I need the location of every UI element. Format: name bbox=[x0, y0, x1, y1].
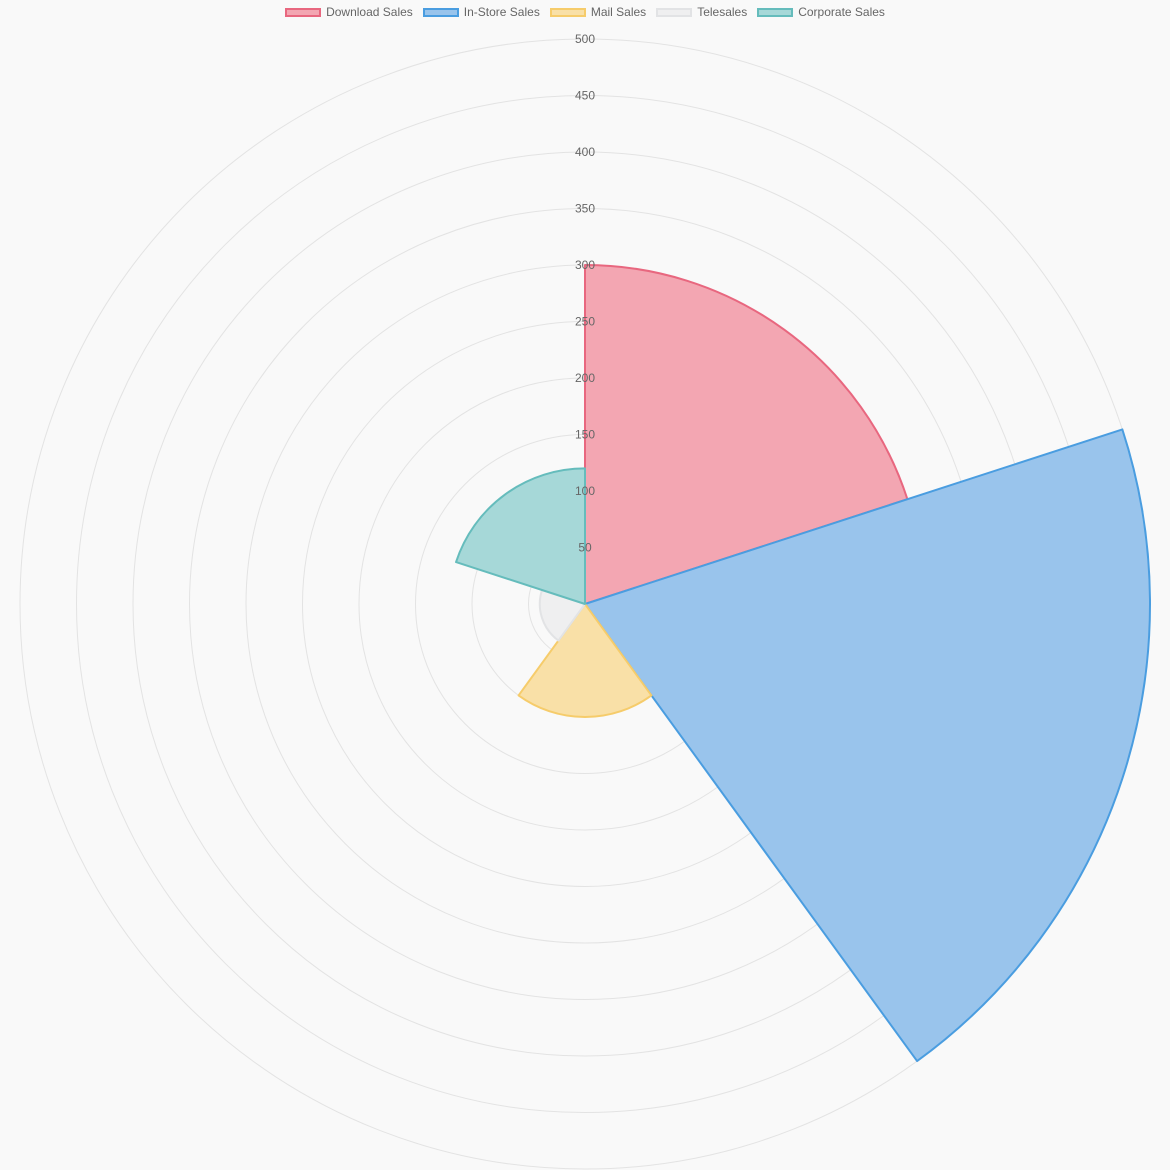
chart-legend: Download Sales In-Store Sales Mail Sales Te… bbox=[0, 5, 1170, 19]
legend-item-download-sales[interactable]: Download Sales bbox=[285, 5, 413, 19]
r-tick-label: 100 bbox=[575, 484, 595, 498]
r-tick-label: 150 bbox=[575, 428, 595, 442]
legend-label: Download Sales bbox=[326, 5, 413, 19]
r-tick-label: 350 bbox=[575, 202, 595, 216]
legend-item-in-store-sales[interactable]: In-Store Sales bbox=[422, 5, 540, 19]
segment-telesales[interactable] bbox=[538, 589, 586, 642]
legend-label: Corporate Sales bbox=[798, 5, 885, 19]
r-tick-label: 250 bbox=[575, 315, 595, 329]
legend-swatch bbox=[549, 7, 586, 17]
r-tick-label: 500 bbox=[575, 32, 595, 46]
legend-item-telesales[interactable]: Telesales bbox=[656, 5, 747, 19]
legend-label: Telesales bbox=[697, 5, 748, 19]
segment-corporate-sales[interactable] bbox=[455, 467, 586, 605]
r-tick-label: 50 bbox=[578, 541, 592, 555]
r-tick-label: 200 bbox=[575, 371, 595, 385]
legend-label: Mail Sales bbox=[590, 5, 647, 19]
legend-label: In-Store Sales bbox=[463, 5, 540, 19]
segment-mail-sales[interactable] bbox=[517, 603, 653, 718]
segment-download-sales[interactable] bbox=[584, 264, 909, 605]
legend-swatch bbox=[757, 7, 794, 17]
legend-item-corporate-sales[interactable]: Corporate Sales bbox=[757, 5, 885, 19]
legend-swatch bbox=[422, 7, 459, 17]
legend-swatch bbox=[656, 7, 693, 17]
legend-swatch bbox=[285, 7, 322, 17]
segment-in-store-sales[interactable] bbox=[584, 428, 1152, 1063]
r-tick-label: 300 bbox=[575, 258, 595, 272]
r-tick-label: 450 bbox=[575, 89, 595, 103]
r-tick-label: 400 bbox=[575, 145, 595, 159]
legend-item-mail-sales[interactable]: Mail Sales bbox=[549, 5, 647, 19]
